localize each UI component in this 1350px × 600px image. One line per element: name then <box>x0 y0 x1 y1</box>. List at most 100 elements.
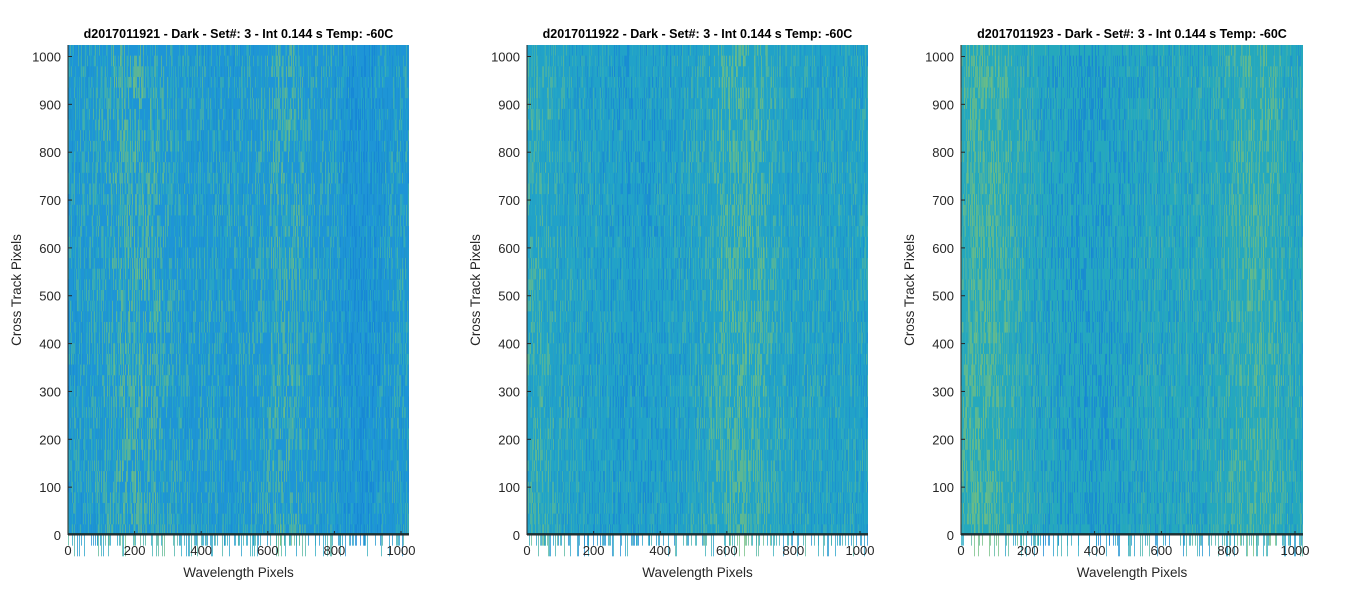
heatmap-cell <box>162 492 163 525</box>
heatmap-cell <box>286 364 287 386</box>
heatmap-cell <box>203 258 204 280</box>
heatmap-cell <box>88 396 89 418</box>
heatmap-cell <box>168 183 169 195</box>
heatmap-cell <box>165 460 166 493</box>
heatmap-cell <box>221 396 222 418</box>
heatmap-cell <box>184 513 185 525</box>
heatmap-cell <box>150 492 151 504</box>
heatmap-cell <box>168 76 169 99</box>
heatmap-cell <box>236 311 237 322</box>
heatmap-cell <box>208 76 209 99</box>
heatmap-cell <box>288 98 289 131</box>
heatmap-cell <box>72 396 73 408</box>
heatmap-cell <box>184 204 185 216</box>
heatmap-cell <box>156 300 157 322</box>
heatmap-cell <box>107 513 108 535</box>
heatmap-cell <box>234 215 235 227</box>
heatmap-cell <box>243 332 244 365</box>
heatmap-cell <box>170 513 171 525</box>
heatmap-cell <box>302 162 303 173</box>
heatmap-cell <box>189 524 190 557</box>
heatmap-cell <box>293 183 294 195</box>
heatmap-cell <box>183 524 184 535</box>
heatmap-cell <box>216 151 217 184</box>
heatmap-cell <box>303 162 304 173</box>
heatmap-cell <box>187 108 188 141</box>
heatmap-cell <box>86 332 87 354</box>
heatmap-cell <box>165 151 166 163</box>
heatmap-cell <box>275 481 276 514</box>
heatmap-cell <box>113 396 114 408</box>
heatmap-cell <box>162 428 163 440</box>
heatmap-cell <box>124 428 125 461</box>
heatmap-cell <box>231 204 232 237</box>
heatmap-cell <box>106 332 107 365</box>
heatmap-cell <box>250 417 251 450</box>
heatmap-cell <box>110 460 111 482</box>
heatmap-cell <box>265 55 266 88</box>
heatmap-cell <box>173 513 174 546</box>
heatmap-cell <box>202 66 203 88</box>
heatmap-cell <box>258 66 259 99</box>
heatmap-cell <box>78 343 79 365</box>
heatmap-cell <box>107 268 108 280</box>
heatmap-cell <box>291 108 292 120</box>
heatmap-cell <box>84 247 85 259</box>
heatmap-cell <box>195 460 196 472</box>
heatmap-cell <box>281 290 282 322</box>
heatmap-cell <box>156 66 157 99</box>
heatmap-cell <box>213 172 214 195</box>
heatmap-cell <box>192 66 193 77</box>
heatmap-cell <box>217 215 218 237</box>
heatmap-cell <box>189 108 190 141</box>
heatmap-cell <box>178 290 179 312</box>
heatmap-cell <box>218 279 219 312</box>
heatmap-cell <box>95 45 96 56</box>
heatmap-cell <box>118 119 119 131</box>
heatmap-cell <box>93 183 94 216</box>
heatmap-cell <box>126 183 127 205</box>
heatmap-cell <box>224 162 225 184</box>
heatmap-cell <box>194 471 195 493</box>
heatmap-cell <box>254 300 255 312</box>
heatmap-cell <box>125 140 126 152</box>
heatmap-cell <box>119 321 120 344</box>
heatmap-cell <box>223 204 224 216</box>
heatmap-cell <box>297 87 298 109</box>
heatmap-cell <box>292 279 293 312</box>
heatmap-cell <box>184 321 185 333</box>
heatmap-cell <box>170 449 171 461</box>
heatmap-cell <box>200 87 201 99</box>
heatmap-cell <box>77 183 78 195</box>
heatmap-cell <box>208 300 209 322</box>
heatmap-cell <box>252 428 253 461</box>
heatmap-cell <box>140 119 141 131</box>
heatmap-cell <box>292 236 293 248</box>
heatmap-cell <box>218 66 219 77</box>
heatmap-cell <box>294 45 295 56</box>
heatmap-cell <box>315 460 316 472</box>
heatmap-cell <box>289 428 290 440</box>
heatmap-cell <box>147 460 148 472</box>
heatmap-cell <box>104 321 105 344</box>
heatmap-cell <box>260 98 261 131</box>
heatmap-cell <box>282 215 283 227</box>
heatmap-cell <box>313 300 314 312</box>
heatmap-cell <box>286 66 287 77</box>
heatmap-cell <box>109 321 110 344</box>
heatmap-cell <box>149 279 150 290</box>
heatmap-cell <box>179 428 180 440</box>
heatmap-cell <box>142 151 143 173</box>
heatmap-cell <box>89 247 90 269</box>
heatmap-cell <box>203 353 204 365</box>
heatmap-cell <box>144 290 145 301</box>
heatmap-cell <box>231 119 232 131</box>
heatmap-cell <box>75 66 76 88</box>
heatmap-cell <box>248 194 249 205</box>
heatmap-cell <box>270 311 271 333</box>
heatmap-cell <box>153 353 154 365</box>
heatmap-cell <box>118 513 119 525</box>
heatmap-cell <box>180 98 181 131</box>
heatmap-cell <box>250 290 251 301</box>
heatmap-cell <box>134 236 135 269</box>
